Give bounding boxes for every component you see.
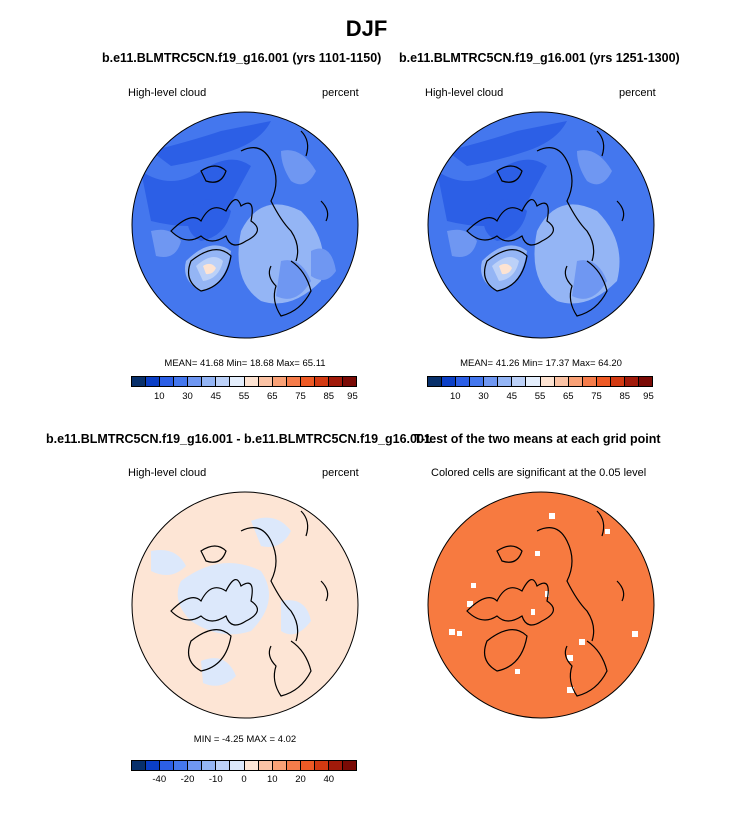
colorbar-swatch	[484, 377, 499, 386]
colorbar-tick-label: -40	[152, 774, 167, 785]
panel-2-variable: High-level cloud	[425, 87, 504, 99]
colorbar-swatch	[258, 761, 273, 770]
panel-2-units: percent	[619, 87, 656, 99]
colorbar-swatch	[328, 761, 343, 770]
colorbar-swatch	[160, 761, 175, 770]
colorbar-swatch	[216, 761, 231, 770]
colorbar-panel-3-ticks: -40 -20 -10 0 10 20 40	[131, 774, 357, 786]
colorbar-swatch	[300, 377, 315, 386]
colorbar-swatch	[512, 377, 527, 386]
colorbar-swatch	[428, 377, 443, 386]
colorbar-tick-label: 45	[210, 391, 222, 402]
colorbar-tick-label: -20	[180, 774, 195, 785]
colorbar-swatch	[328, 377, 343, 386]
colorbar-panel-2-ticks: 10 30 45 55 65 75 85 95	[427, 391, 654, 403]
colorbar-swatch	[526, 377, 541, 386]
colorbar-swatch	[146, 377, 161, 386]
map-panel-3	[131, 491, 359, 719]
colorbar-swatch	[230, 377, 245, 386]
colorbar-swatch	[230, 761, 245, 770]
colorbar-tick-label: 55	[238, 391, 250, 402]
panel-3-units: percent	[322, 467, 359, 479]
colorbar-tick-label: 65	[562, 391, 574, 402]
colorbar-swatch	[582, 377, 597, 386]
colorbar-tick-label: 0	[241, 774, 247, 785]
colorbar-tick-label: 85	[619, 391, 631, 402]
colorbar-tick-label: 10	[153, 391, 165, 402]
colorbar-tick-label: 10	[449, 391, 461, 402]
map-panel-4	[427, 491, 655, 719]
colorbar-swatch	[244, 761, 259, 770]
colorbar-tick-label: 20	[295, 774, 306, 785]
colorbar-swatch	[188, 761, 203, 770]
colorbar-swatch	[342, 761, 356, 770]
colorbar-tick-label: 30	[182, 391, 193, 402]
panel-1-title: b.e11.BLMTRC5CN.f19_g16.001 (yrs 1101-11…	[102, 51, 382, 65]
colorbar-swatch	[300, 761, 315, 770]
colorbar-swatch	[174, 761, 189, 770]
page-title: DJF	[345, 16, 388, 41]
colorbar-swatch	[202, 761, 217, 770]
colorbar-swatch	[342, 377, 356, 386]
map-panel-1	[131, 111, 359, 339]
panel-3-variable: High-level cloud	[128, 467, 207, 479]
colorbar-panel-1	[131, 376, 357, 387]
panel-2-stats: MEAN= 41.26 Min= 17.37 Max= 64.20	[460, 358, 622, 369]
colorbar-tick-label: -10	[208, 774, 223, 785]
panel-3-stats: MIN = -4.25 MAX = 4.02	[193, 734, 297, 745]
colorbar-tick-label: 95	[347, 391, 358, 402]
colorbar-swatch	[638, 377, 652, 386]
colorbar-tick-label: 95	[643, 391, 654, 402]
colorbar-swatch	[610, 377, 625, 386]
colorbar-panel-1-ticks: 10 30 45 55 65 75 85 95	[131, 391, 358, 403]
colorbar-swatch	[188, 377, 203, 386]
colorbar-swatch	[160, 377, 175, 386]
colorbar-tick-label: 30	[478, 391, 489, 402]
colorbar-tick-label: 10	[266, 774, 278, 785]
panel-1-stats: MEAN= 41.68 Min= 18.68 Max= 65.11	[164, 358, 326, 369]
colorbar-swatch	[568, 377, 583, 386]
colorbar-swatch	[314, 761, 329, 770]
colorbar-swatch	[596, 377, 611, 386]
map-panel-2	[427, 111, 655, 339]
colorbar-swatch	[272, 761, 287, 770]
colorbar-swatch	[272, 377, 287, 386]
colorbar-swatch	[624, 377, 639, 386]
colorbar-tick-label: 65	[266, 391, 278, 402]
colorbar-panel-2	[427, 376, 653, 387]
colorbar-swatch	[132, 377, 147, 386]
colorbar-swatch	[244, 377, 259, 386]
colorbar-swatch	[498, 377, 513, 386]
colorbar-tick-label: 45	[506, 391, 518, 402]
panel-1-variable: High-level cloud	[128, 87, 207, 99]
colorbar-swatch	[146, 761, 161, 770]
panel-4-description: Colored cells are significant at the 0.0…	[431, 467, 647, 479]
colorbar-swatch	[132, 761, 147, 770]
colorbar-tick-label: 85	[323, 391, 335, 402]
colorbar-swatch	[258, 377, 273, 386]
colorbar-tick-label: 75	[591, 391, 602, 402]
colorbar-panel-3	[131, 760, 357, 771]
colorbar-swatch	[314, 377, 329, 386]
colorbar-swatch	[442, 377, 457, 386]
colorbar-tick-label: 75	[295, 391, 306, 402]
colorbar-swatch	[554, 377, 569, 386]
colorbar-swatch	[456, 377, 471, 386]
colorbar-swatch	[202, 377, 217, 386]
panel-4-title: T-test of the two means at each grid poi…	[414, 432, 661, 446]
colorbar-tick-label: 40	[323, 774, 335, 785]
colorbar-swatch	[540, 377, 555, 386]
panel-2-title: b.e11.BLMTRC5CN.f19_g16.001 (yrs 1251-13…	[399, 51, 680, 65]
panel-3-title: b.e11.BLMTRC5CN.f19_g16.001 - b.e11.BLMT…	[46, 432, 431, 446]
colorbar-swatch	[216, 377, 231, 386]
colorbar-swatch	[286, 377, 301, 386]
colorbar-tick-label: 55	[534, 391, 546, 402]
panel-1-units: percent	[322, 87, 359, 99]
colorbar-swatch	[286, 761, 301, 770]
colorbar-swatch	[470, 377, 485, 386]
colorbar-swatch	[174, 377, 189, 386]
